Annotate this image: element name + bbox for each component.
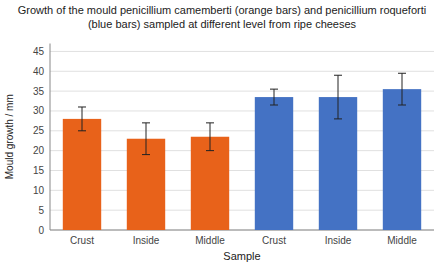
bars — [63, 89, 421, 230]
y-tick-label: 30 — [33, 105, 45, 116]
y-tick-label: 40 — [33, 66, 45, 77]
error-bar — [206, 123, 214, 151]
title-line: Growth of the mould penicillium camember… — [18, 4, 426, 16]
chart-container: Growth of the mould penicillium camember… — [0, 0, 444, 268]
bar — [63, 119, 101, 230]
title-line: (blue bars) sampled at different level f… — [88, 18, 357, 30]
error-bar — [78, 107, 86, 131]
x-tick-label: Inside — [133, 235, 160, 246]
chart-title: Growth of the mould penicillium camember… — [18, 4, 426, 30]
y-tick-label: 25 — [33, 125, 45, 136]
grid — [50, 51, 434, 230]
grid-line — [50, 190, 434, 191]
y-ticks: 0 5 10 15 20 25 30 35 40 45 — [33, 46, 45, 236]
y-axis-title: Mould growth / mm — [4, 94, 15, 179]
bar — [383, 89, 421, 230]
y-tick-label: 0 — [38, 225, 44, 236]
y-axis-line — [50, 44, 51, 231]
error-bars — [78, 73, 406, 154]
error-bar — [270, 89, 278, 105]
y-tick-label: 5 — [38, 205, 44, 216]
y-tick-label: 20 — [33, 145, 45, 156]
x-ticks: Crust Inside Middle Crust Inside Middle — [70, 235, 417, 246]
x-tick-label: Middle — [195, 235, 225, 246]
x-tick-label: Inside — [325, 235, 352, 246]
grid-line — [50, 71, 434, 72]
x-tick-label: Middle — [387, 235, 417, 246]
y-tick-label: 15 — [33, 165, 45, 176]
grid-line — [50, 230, 434, 231]
grid-line — [50, 51, 434, 52]
error-bar — [398, 73, 406, 105]
x-tick-label: Crust — [262, 235, 286, 246]
bar — [255, 97, 293, 230]
y-tick-label: 35 — [33, 86, 45, 97]
grid-line — [50, 170, 434, 171]
y-tick-label: 45 — [33, 46, 45, 57]
grid-line — [50, 130, 434, 131]
chart-svg: Growth of the mould penicillium camember… — [0, 0, 444, 268]
x-axis-title: Sample — [223, 250, 260, 262]
y-tick-label: 10 — [33, 185, 45, 196]
grid-line — [50, 210, 434, 211]
grid-line — [50, 150, 434, 151]
x-tick-label: Crust — [70, 235, 94, 246]
x-axis-line — [50, 230, 434, 231]
error-bar — [334, 75, 342, 119]
grid-line — [50, 110, 434, 111]
grid-line — [50, 91, 434, 92]
error-bar — [142, 123, 150, 155]
